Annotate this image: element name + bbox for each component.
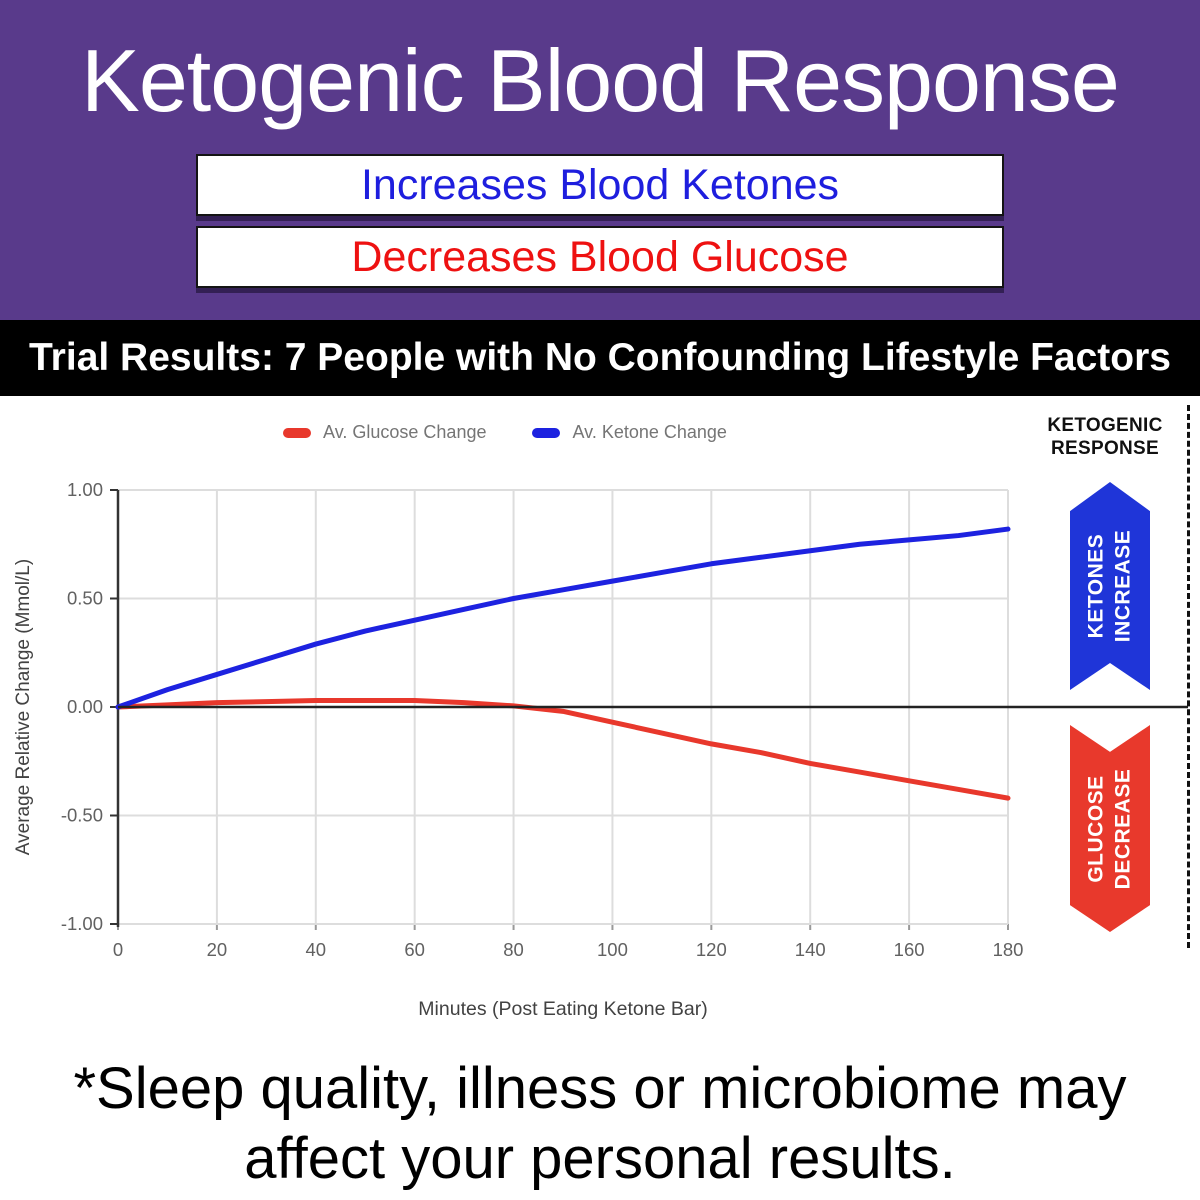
ketones-claim-box: Increases Blood Ketones	[196, 154, 1004, 216]
tick-label: 0.00	[67, 696, 103, 717]
dashed-divider-line	[1187, 405, 1190, 948]
ketogenic-response-line1: KETOGENIC	[1047, 415, 1163, 436]
legend-label-glucose: Av. Glucose Change	[323, 422, 487, 442]
ketones-claim-text: Increases Blood Ketones	[360, 161, 840, 209]
tick-label: 60	[404, 939, 425, 960]
tick-label: -1.00	[61, 913, 103, 934]
disclaimer-line2: affect your personal results.	[244, 1125, 956, 1191]
chart-legend: Av. Glucose Change Av. Ketone Change	[0, 422, 1010, 443]
line-chart: 0 20 40 60 80 100 120 140 160 180 1.00 0.50 0.00 -0.5…	[61, 479, 1188, 960]
page-title: Ketogenic Blood Response	[81, 31, 1120, 130]
tick-label: 0.50	[67, 588, 103, 609]
trial-results-text: Trial Results: 7 People with No Confound…	[29, 336, 1171, 379]
glucose-claim-box: Decreases Blood Glucose	[196, 226, 1004, 288]
tick-label: 120	[696, 939, 727, 960]
y-axis-title: Average Relative Change (Mmol/L)	[13, 558, 34, 856]
glucose-decrease-label: GLUCOSE DECREASE	[1083, 768, 1138, 889]
tick-label: 20	[207, 939, 228, 960]
tick-label: 100	[597, 939, 628, 960]
legend-item-glucose: Av. Glucose Change	[283, 422, 486, 443]
disclaimer: *Sleep quality, illness or microbiome ma…	[0, 1040, 1200, 1200]
series-line	[115, 526, 1011, 710]
increase-word: INCREASE	[1112, 529, 1135, 643]
tick-label: -0.50	[61, 805, 103, 826]
ketones-increase-label: KETONES INCREASE	[1083, 530, 1138, 643]
series-line	[115, 697, 1011, 801]
legend-label-ketone: Av. Ketone Change	[572, 422, 727, 442]
tick-label: 180	[993, 939, 1024, 960]
tick-label: 140	[795, 939, 826, 960]
ketones-increase-arrow: KETONES INCREASE	[1070, 482, 1150, 690]
x-axis-title: Minutes (Post Eating Ketone Bar)	[418, 998, 708, 1020]
ketones-word: KETONES	[1084, 533, 1108, 639]
chart-section: 0 20 40 60 80 100 120 140 160 180 1.00 0.50 0.00 -0.5…	[0, 396, 1200, 1040]
header: Ketogenic Blood Response Increases Blood…	[0, 0, 1200, 320]
glucose-swatch-icon	[283, 427, 312, 438]
ketone-swatch-icon	[532, 427, 561, 438]
disclaimer-line1: *Sleep quality, illness or microbiome ma…	[73, 1056, 1127, 1121]
decrease-word: DECREASE	[1112, 768, 1135, 889]
glucose-claim-text: Decreases Blood Glucose	[351, 233, 849, 281]
ketogenic-response-line2: RESPONSE	[1051, 438, 1159, 460]
ketogenic-response-heading: KETOGENIC RESPONSE	[1040, 414, 1170, 460]
tick-label: 80	[503, 939, 524, 960]
tick-label: 160	[894, 939, 925, 960]
tick-label: 0	[113, 939, 123, 960]
tick-label: 40	[305, 939, 326, 960]
tick-label: 1.00	[67, 479, 103, 500]
trial-results-banner: Trial Results: 7 People with No Confound…	[0, 320, 1200, 396]
glucose-decrease-arrow: GLUCOSE DECREASE	[1070, 725, 1150, 932]
legend-item-ketone: Av. Ketone Change	[532, 422, 727, 443]
glucose-word: GLUCOSE	[1084, 774, 1108, 883]
